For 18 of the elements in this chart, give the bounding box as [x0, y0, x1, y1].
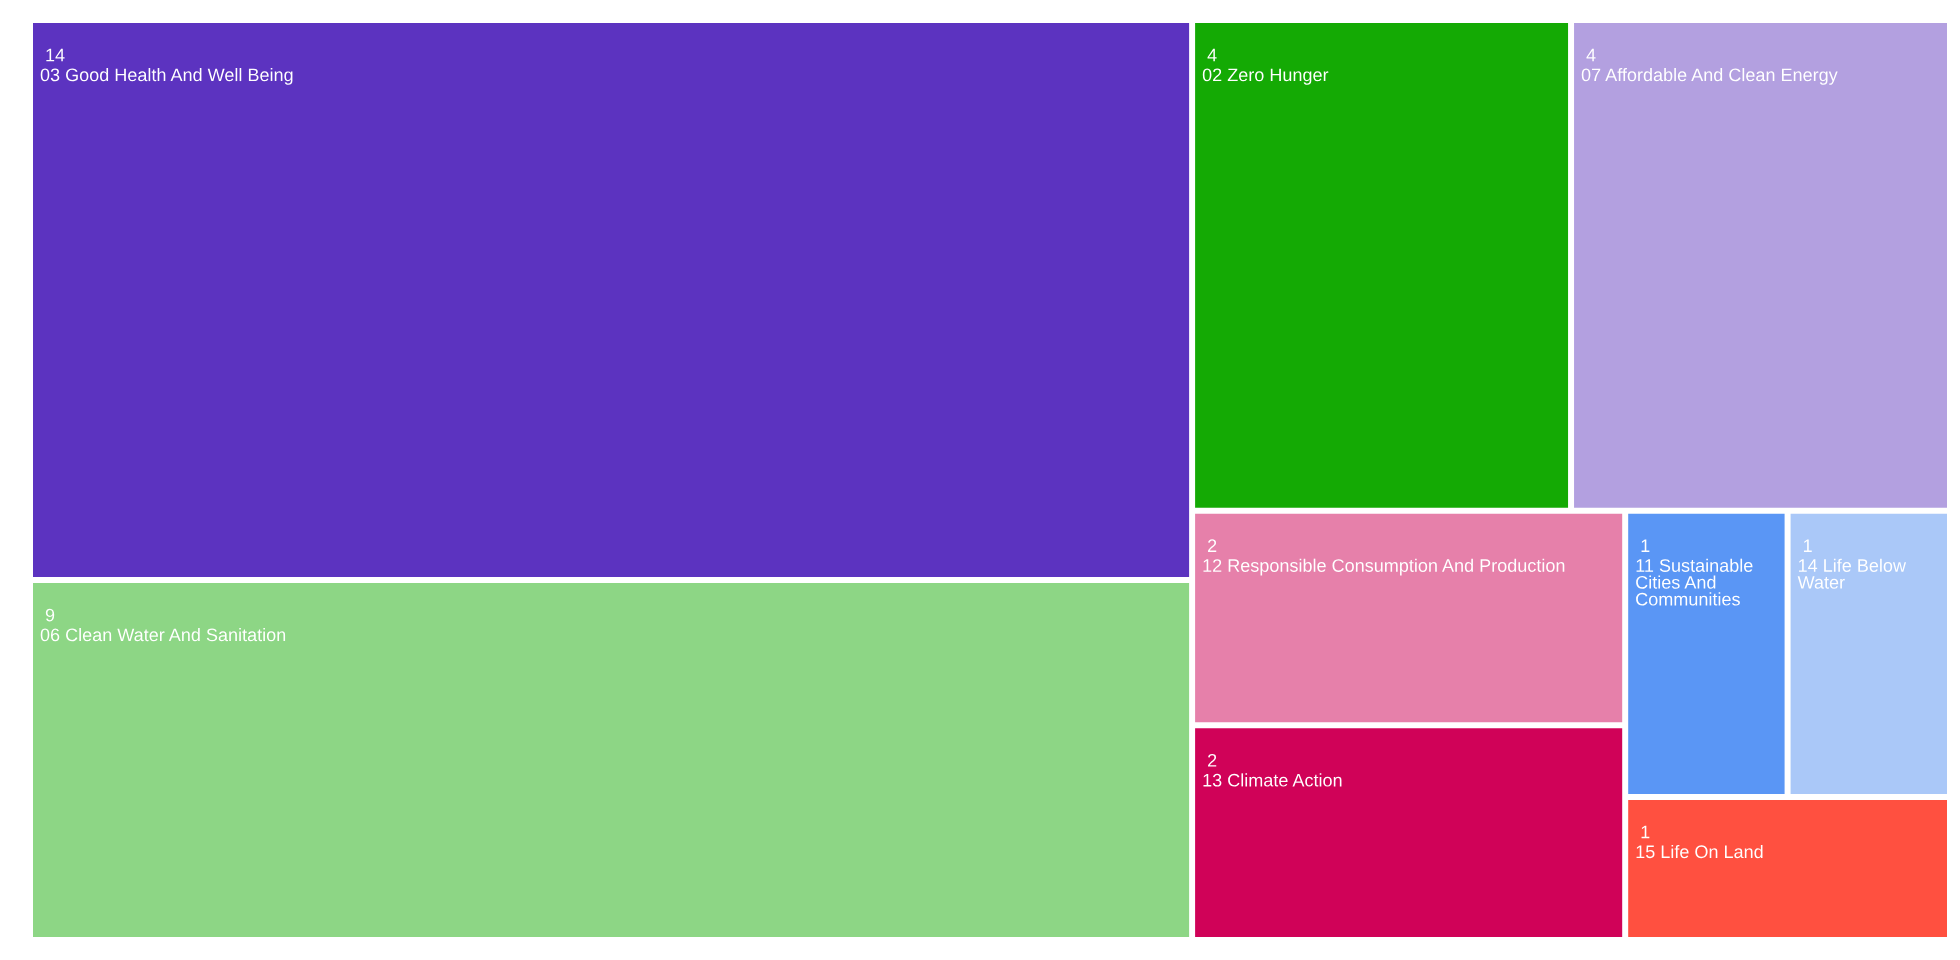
- category-label: 07 Affordable And Clean Energy: [1581, 68, 1838, 85]
- category-label: 14 Life Below Water: [1797, 558, 1907, 589]
- data-label: 9: [45, 608, 55, 622]
- data-label: 4: [1586, 48, 1596, 62]
- data-label: 2: [1208, 753, 1217, 767]
- category-label: 03 Good Health And Well Being: [40, 68, 293, 85]
- data-label: 1: [1641, 825, 1650, 839]
- data-label: 14: [46, 48, 65, 62]
- category-label: 06 Clean Water And Sanitation: [40, 628, 286, 642]
- data-label: 1: [1641, 539, 1650, 552]
- category-label: 12 Responsible Consumption And Production: [1203, 558, 1565, 576]
- data-label: 4: [1207, 48, 1217, 62]
- data-label: 2: [1208, 539, 1217, 552]
- data-label: 1: [1803, 539, 1812, 552]
- category-label: 15 Life On Land: [1636, 844, 1763, 859]
- category-label: 11 Sustainable Cities And Communities: [1636, 558, 1753, 606]
- category-label: 02 Zero Hunger: [1202, 68, 1329, 85]
- category-label: 13 Climate Action: [1203, 773, 1342, 787]
